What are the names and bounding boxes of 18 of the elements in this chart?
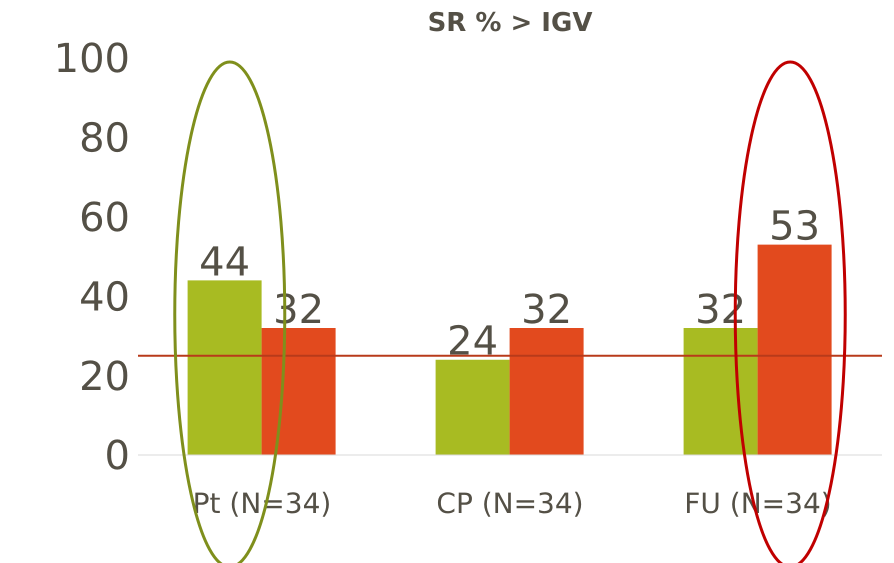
data-label: 24: [447, 318, 498, 365]
y-tick-label: 60: [79, 195, 130, 241]
data-label: 44: [199, 239, 250, 286]
y-tick-label: 20: [79, 354, 130, 400]
bar: [510, 328, 584, 455]
data-label: 32: [521, 286, 572, 333]
data-label: 53: [769, 204, 820, 250]
bar: [684, 328, 758, 455]
y-tick-label: 40: [79, 274, 130, 320]
y-tick-label: 0: [104, 433, 130, 480]
bar: [188, 280, 262, 455]
y-tick-label: 100: [54, 36, 130, 82]
x-tick-label: CP (N=34): [436, 486, 584, 520]
y-tick-label: 80: [79, 116, 130, 162]
bar: [262, 328, 336, 455]
bar: [436, 360, 510, 455]
chart-title: SR % > IGV: [426, 8, 594, 38]
bar: [758, 244, 832, 455]
